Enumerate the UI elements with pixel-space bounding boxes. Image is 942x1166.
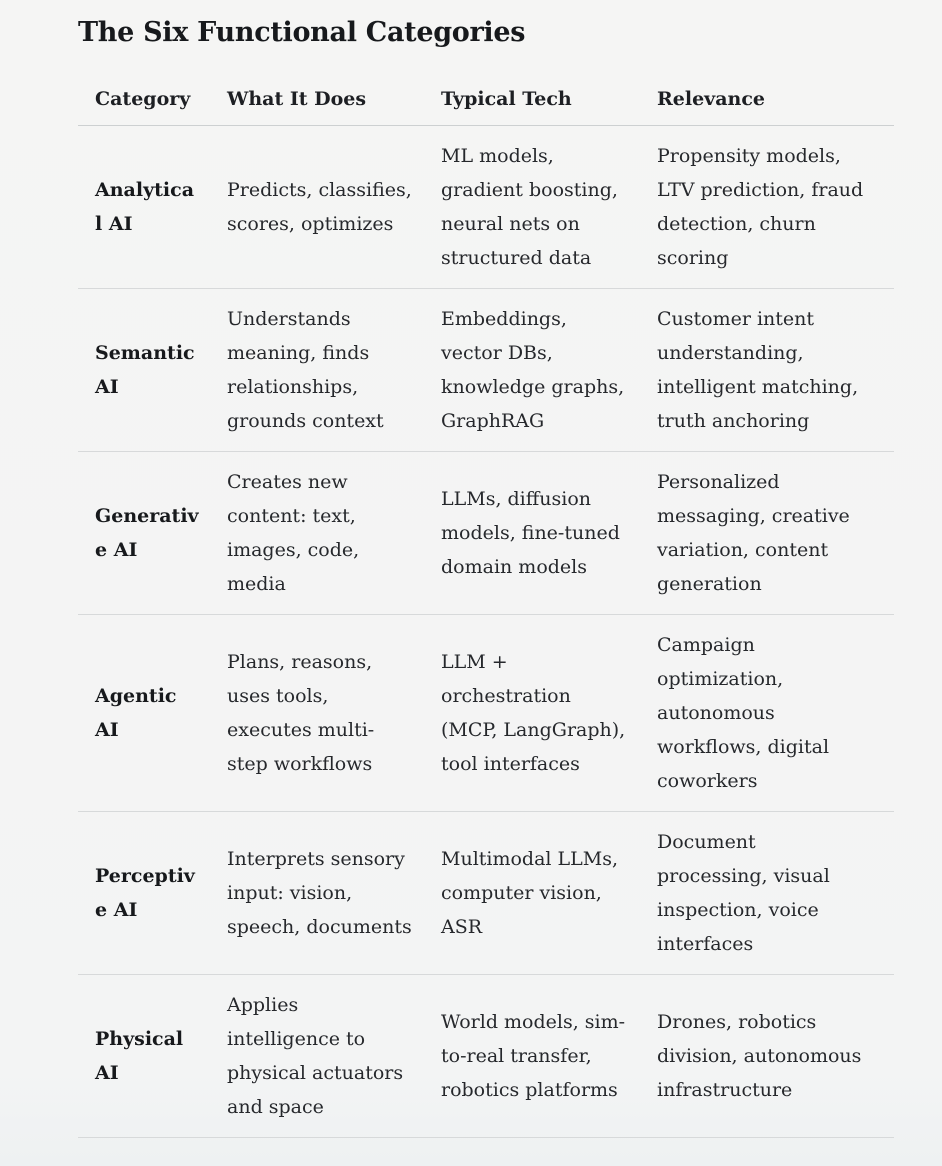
table-row: Semantic AI Understands meaning, finds r… xyxy=(78,288,894,452)
category-cell: Semantic AI xyxy=(78,288,227,452)
relevance-cell: Drones, robotics division, autonomous in… xyxy=(657,974,894,1138)
category-cell: Generative AI xyxy=(78,451,227,615)
table-row: Perceptive AI Interprets sensory input: … xyxy=(78,811,894,975)
relevance-cell: Propensity models, LTV prediction, fraud… xyxy=(657,125,894,289)
table-row: Generative AI Creates new content: text,… xyxy=(78,451,894,615)
column-header-typical-tech: Typical Tech xyxy=(441,81,657,126)
categories-table: Category What It Does Typical Tech Relev… xyxy=(78,81,894,1138)
table-header-row: Category What It Does Typical Tech Relev… xyxy=(78,81,894,126)
what-it-does-cell: Predicts, classifies, scores, optimizes xyxy=(227,125,441,289)
category-cell: Perceptive AI xyxy=(78,811,227,975)
what-it-does-cell: Creates new content: text, images, code,… xyxy=(227,451,441,615)
what-it-does-cell: Interprets sensory input: vision, speech… xyxy=(227,811,441,975)
category-cell: Analytical AI xyxy=(78,125,227,289)
column-header-category: Category xyxy=(78,81,227,126)
typical-tech-cell: LLM + orchestration (MCP, LangGraph), to… xyxy=(441,614,657,812)
typical-tech-cell: ML models, gradient boosting, neural net… xyxy=(441,125,657,289)
what-it-does-cell: Applies intelligence to physical actuato… xyxy=(227,974,441,1138)
column-header-what-it-does: What It Does xyxy=(227,81,441,126)
table-row: Analytical AI Predicts, classifies, scor… xyxy=(78,125,894,289)
typical-tech-cell: Multimodal LLMs, computer vision, ASR xyxy=(441,811,657,975)
relevance-cell: Customer intent understanding, intellige… xyxy=(657,288,894,452)
table-row: Physical AI Applies intelligence to phys… xyxy=(78,974,894,1138)
relevance-cell: Document processing, visual inspection, … xyxy=(657,811,894,975)
column-header-relevance: Relevance xyxy=(657,81,894,126)
typical-tech-cell: Embeddings, vector DBs, knowledge graphs… xyxy=(441,288,657,452)
relevance-cell: Personalized messaging, creative variati… xyxy=(657,451,894,615)
category-cell: Physical AI xyxy=(78,974,227,1138)
relevance-cell: Campaign optimization, autonomous workfl… xyxy=(657,614,894,812)
category-cell: Agentic AI xyxy=(78,614,227,812)
table-row: Agentic AI Plans, reasons, uses tools, e… xyxy=(78,614,894,812)
page-title: The Six Functional Categories xyxy=(78,17,526,48)
typical-tech-cell: LLMs, diffusion models, fine-tuned domai… xyxy=(441,451,657,615)
typical-tech-cell: World models, sim-to-real transfer, robo… xyxy=(441,974,657,1138)
what-it-does-cell: Plans, reasons, uses tools, executes mul… xyxy=(227,614,441,812)
what-it-does-cell: Understands meaning, finds relationships… xyxy=(227,288,441,452)
